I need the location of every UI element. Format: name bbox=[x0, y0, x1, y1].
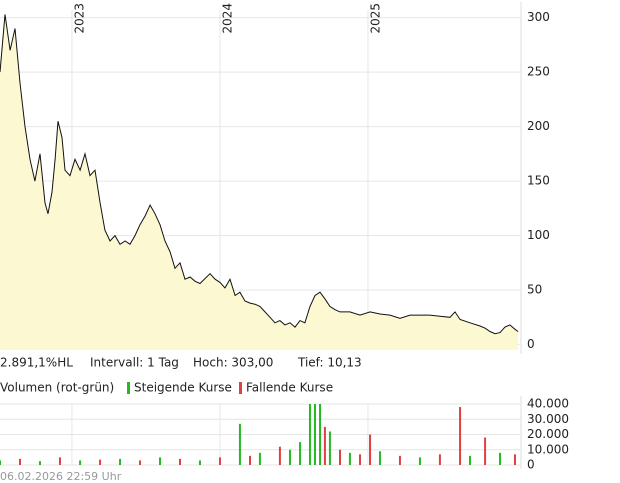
volume-bar bbox=[319, 404, 322, 465]
volume-bar bbox=[484, 437, 487, 465]
volume-bar bbox=[238, 423, 241, 465]
info-text: Hoch: 303,00 bbox=[193, 356, 273, 370]
legend-label: Steigende Kurse bbox=[134, 381, 232, 395]
volume-bar bbox=[258, 452, 261, 465]
volume-bar bbox=[79, 460, 82, 465]
y-tick-label: 0 bbox=[527, 337, 535, 351]
y-tick-label: 150 bbox=[527, 174, 550, 188]
info-text: Intervall: 1 Tag bbox=[90, 356, 179, 370]
volume-bar bbox=[358, 454, 361, 465]
volume-bar bbox=[278, 446, 281, 465]
volume-bar bbox=[378, 451, 381, 465]
y-tick-label: 10.000 bbox=[527, 442, 569, 456]
volume-bar bbox=[159, 457, 162, 465]
legend-label: Fallende Kurse bbox=[246, 381, 333, 395]
x-tick-label: 2023 bbox=[72, 3, 86, 34]
y-tick-label: 0 bbox=[527, 458, 535, 472]
timestamp: 06.02.2026 22:59 Uhr bbox=[0, 470, 122, 483]
volume-bar bbox=[348, 452, 351, 465]
volume-title: Volumen (rot-grün) bbox=[0, 381, 114, 395]
y-tick-label: 50 bbox=[527, 283, 542, 297]
volume-bar bbox=[323, 426, 326, 465]
volume-bar bbox=[513, 454, 516, 465]
volume-bar bbox=[18, 458, 21, 465]
volume-bar bbox=[299, 442, 302, 465]
price-area bbox=[0, 14, 519, 351]
volume-bar bbox=[398, 455, 401, 465]
y-tick-label: 40.000 bbox=[527, 397, 569, 411]
volume-bar bbox=[198, 460, 201, 465]
volume-bar bbox=[288, 449, 291, 465]
volume-bar bbox=[418, 457, 421, 465]
y-tick-label: 20.000 bbox=[527, 427, 569, 441]
x-tick-label: 2024 bbox=[220, 3, 234, 34]
volume-bar bbox=[139, 460, 142, 465]
volume-bar bbox=[459, 407, 462, 465]
volume-bar bbox=[249, 455, 252, 465]
info-text: Tief: 10,13 bbox=[297, 356, 362, 370]
y-tick-label: 100 bbox=[527, 228, 550, 242]
legend-swatch bbox=[127, 382, 130, 394]
y-tick-label: 250 bbox=[527, 65, 550, 79]
legend-swatch bbox=[239, 382, 242, 394]
volume-bar bbox=[339, 449, 342, 465]
x-tick-label: 2025 bbox=[368, 3, 382, 34]
volume-bar bbox=[308, 404, 311, 465]
volume-bar bbox=[38, 461, 41, 465]
volume-bar bbox=[178, 458, 181, 465]
volume-bar bbox=[438, 454, 441, 465]
y-tick-label: 200 bbox=[527, 119, 550, 133]
y-tick-label: 300 bbox=[527, 10, 550, 24]
y-tick-label: 30.000 bbox=[527, 412, 569, 426]
volume-bar bbox=[328, 431, 331, 465]
volume-bar bbox=[99, 459, 102, 465]
volume-bar bbox=[58, 457, 61, 465]
volume-bar bbox=[218, 457, 221, 465]
price-line bbox=[0, 14, 519, 335]
volume-bar bbox=[0, 460, 1, 465]
info-text: 2.891,1%HL bbox=[0, 356, 73, 370]
volume-bar bbox=[369, 434, 372, 465]
volume-bar bbox=[119, 458, 122, 465]
volume-bar bbox=[313, 404, 316, 465]
volume-bar bbox=[468, 455, 471, 465]
volume-bar bbox=[499, 452, 502, 465]
